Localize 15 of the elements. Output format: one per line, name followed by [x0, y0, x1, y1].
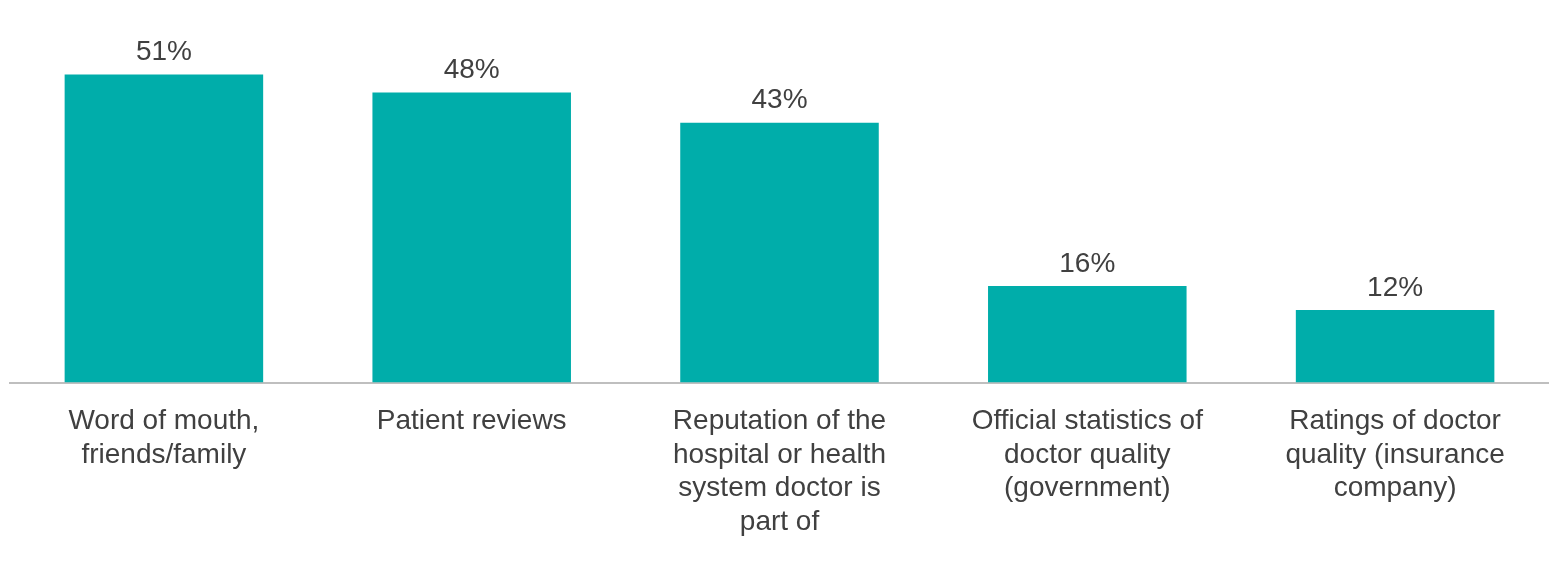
- data-label: 12%: [1367, 270, 1424, 302]
- bar: [988, 285, 1187, 383]
- data-label: 43%: [751, 83, 808, 115]
- x-tick-label: Patient reviews: [376, 404, 567, 436]
- bar: [64, 74, 264, 383]
- bar: [1295, 310, 1495, 383]
- x-tick-label: Official statistics of doctor quality (government): [971, 404, 1204, 503]
- x-tick-label: Ratings of doctor quality (insurance company): [1285, 404, 1505, 503]
- bar: [680, 122, 879, 383]
- data-label: 48%: [443, 53, 500, 85]
- x-tick-label: Word of mouth, friends/family: [68, 404, 260, 469]
- data-label: 16%: [1059, 246, 1116, 278]
- bar: [372, 92, 571, 383]
- x-tick-label: Reputation of the hospital or health system doctor is part of: [672, 404, 887, 536]
- data-label: 51%: [135, 35, 192, 67]
